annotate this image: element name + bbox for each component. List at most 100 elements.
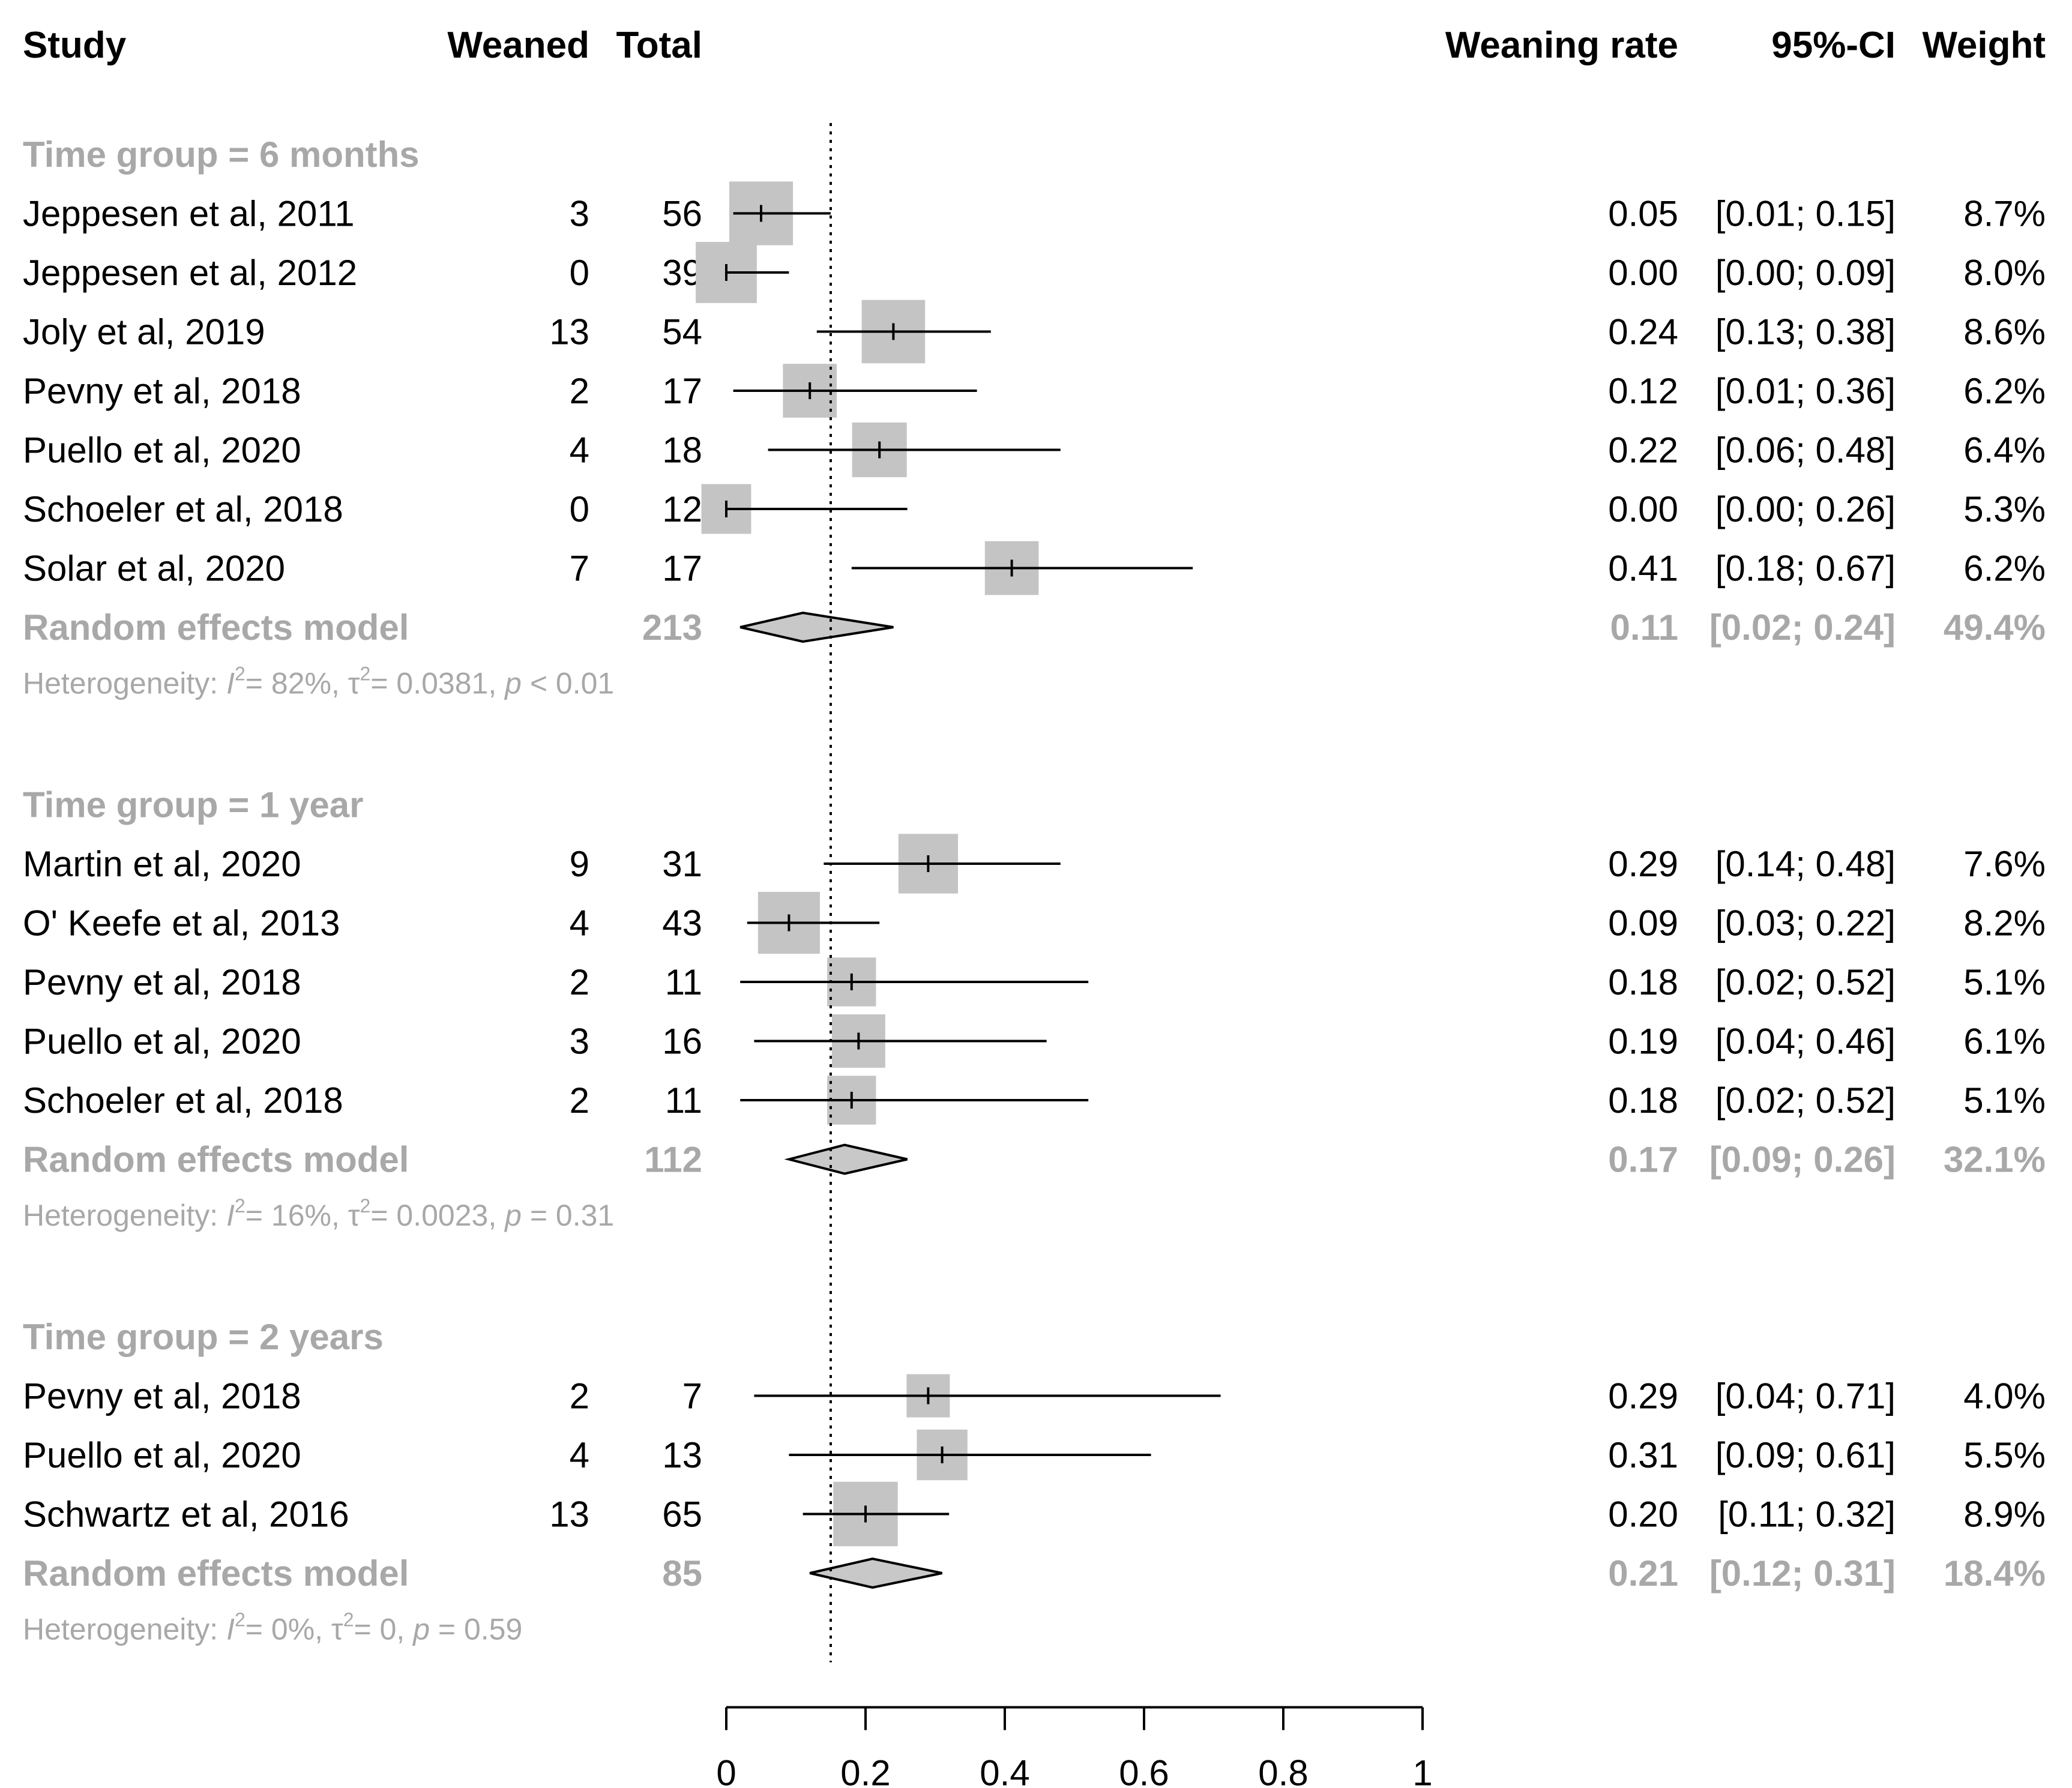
weaned-count: 2 [570,1376,589,1416]
rate-value: 0.20 [1608,1495,1678,1535]
het-sup: 2 [360,663,371,685]
rate-value: 0.05 [1608,194,1678,234]
study-name: Jeppesen et al, 2012 [23,253,357,293]
ci-value: [0.13; 0.38] [1715,312,1896,352]
x-axis: 0 0.2 0.4 0.6 0.8 1 [716,123,1433,1788]
het-tau-symbol: τ [331,1613,343,1646]
weight-value: 7.6% [1963,844,2046,884]
weight-value: 8.7% [1963,194,2046,234]
study-name: Schoeler et al, 2018 [23,489,343,529]
model-total: 112 [644,1140,702,1180]
weaned-count: 9 [570,844,589,884]
het-tau2-value: = 0.0381, [370,667,505,700]
total-count: 11 [665,1080,702,1121]
total-count: 39 [662,253,702,293]
weaned-count: 0 [570,489,589,529]
model-diamond [809,1557,943,1589]
weaned-count: 3 [570,1022,589,1062]
header-weaned: Weaned [447,25,589,66]
model-ci: [0.02; 0.24] [1709,607,1896,648]
rate-value: 0.29 [1608,1376,1678,1416]
column-headers: Study Weaned Total Weaning rate 95%-CI W… [23,25,2046,66]
weight-value: 8.9% [1963,1495,2046,1535]
study-name: Joly et al, 2019 [23,312,265,352]
weight-value: 5.3% [1963,489,2046,529]
weight-value: 6.2% [1963,371,2046,411]
model-rate: 0.21 [1608,1553,1678,1594]
model-label: Random effects model [23,1553,409,1594]
rate-value: 0.31 [1608,1435,1678,1475]
weaned-count: 13 [549,1495,589,1535]
model-rate: 0.11 [1610,607,1678,648]
weaned-count: 0 [570,253,589,293]
het-sup: 2 [235,1609,245,1631]
forest-rows: Time group = 6 months Jeppesen et al, 201… [23,134,2046,1646]
study-name: Pevny et al, 2018 [23,962,301,1002]
het-tau2-value: = 0.0023, [370,1199,505,1232]
ci-value: [0.00; 0.09] [1715,253,1896,293]
het-i-symbol: I [226,1613,235,1646]
total-count: 11 [665,962,702,1002]
heterogeneity-text: Heterogeneity: I2= 82%, τ2= 0.0381, p < … [23,663,614,700]
model-ci: [0.12; 0.31] [1709,1553,1896,1594]
weaned-count: 3 [570,194,589,234]
weight-value: 6.4% [1963,430,2046,471]
weaned-count: 4 [570,430,589,471]
model-diamond [784,1143,908,1175]
study-name: Pevny et al, 2018 [23,371,301,411]
x-tick-label: 1 [1412,1753,1432,1788]
weaned-count: 13 [549,312,589,352]
study-name: O' Keefe et al, 2013 [23,903,340,944]
het-p-value: < 0.01 [530,667,614,700]
study-name: Schwartz et al, 2016 [23,1495,349,1535]
total-count: 17 [662,549,702,589]
ci-value: [0.03; 0.22] [1715,903,1896,944]
study-name: Pevny et al, 2018 [23,1376,301,1416]
model-weight: 18.4% [1944,1553,2046,1594]
rate-value: 0.00 [1608,253,1678,293]
rate-value: 0.18 [1608,1080,1678,1121]
het-i-symbol: I [226,667,235,700]
total-count: 17 [662,371,702,411]
het-p-symbol: p [412,1613,438,1646]
het-sup: 2 [235,1195,245,1217]
ci-value: [0.09; 0.61] [1715,1435,1896,1475]
het-p-value: = 0.31 [530,1199,614,1232]
study-name: Jeppesen et al, 2011 [23,194,355,234]
heterogeneity-text: Heterogeneity: I2= 0%, τ2= 0, p = 0.59 [23,1609,522,1646]
ci-value: [0.01; 0.36] [1715,371,1896,411]
header-weight: Weight [1923,25,2046,66]
rate-value: 0.12 [1608,371,1678,411]
model-rate: 0.17 [1608,1140,1678,1180]
weight-value: 6.1% [1963,1022,2046,1062]
het-sup: 2 [235,663,245,685]
header-study: Study [23,25,127,66]
het-tau2-value: = 0, [354,1613,414,1646]
x-tick-label: 0 [716,1753,736,1788]
rate-value: 0.18 [1608,962,1678,1002]
group-label: Time group = 1 year [23,785,363,825]
het-i2-value: = 0%, [245,1613,331,1646]
rate-value: 0.19 [1608,1022,1678,1062]
total-count: 7 [682,1376,702,1416]
weight-value: 4.0% [1963,1376,2046,1416]
ci-value: [0.00; 0.26] [1715,489,1896,529]
group-label: Time group = 2 years [23,1317,384,1357]
weaned-count: 2 [570,1080,589,1121]
het-p-symbol: p [504,667,530,700]
het-tau-symbol: τ [348,1199,360,1232]
model-weight: 49.4% [1944,607,2046,648]
weight-value: 8.2% [1963,903,2046,944]
group-label: Time group = 6 months [23,134,420,175]
weight-value: 5.1% [1963,1080,2046,1121]
het-prefix: Heterogeneity: [23,1613,226,1646]
study-name: Martin et al, 2020 [23,844,301,884]
ci-value: [0.06; 0.48] [1715,430,1896,471]
ci-value: [0.01; 0.15] [1715,194,1896,234]
total-count: 12 [662,489,702,529]
weight-value: 8.0% [1963,253,2046,293]
header-total: Total [616,25,703,66]
weaned-count: 4 [570,903,589,944]
rate-value: 0.24 [1608,312,1678,352]
het-sup: 2 [360,1195,371,1217]
